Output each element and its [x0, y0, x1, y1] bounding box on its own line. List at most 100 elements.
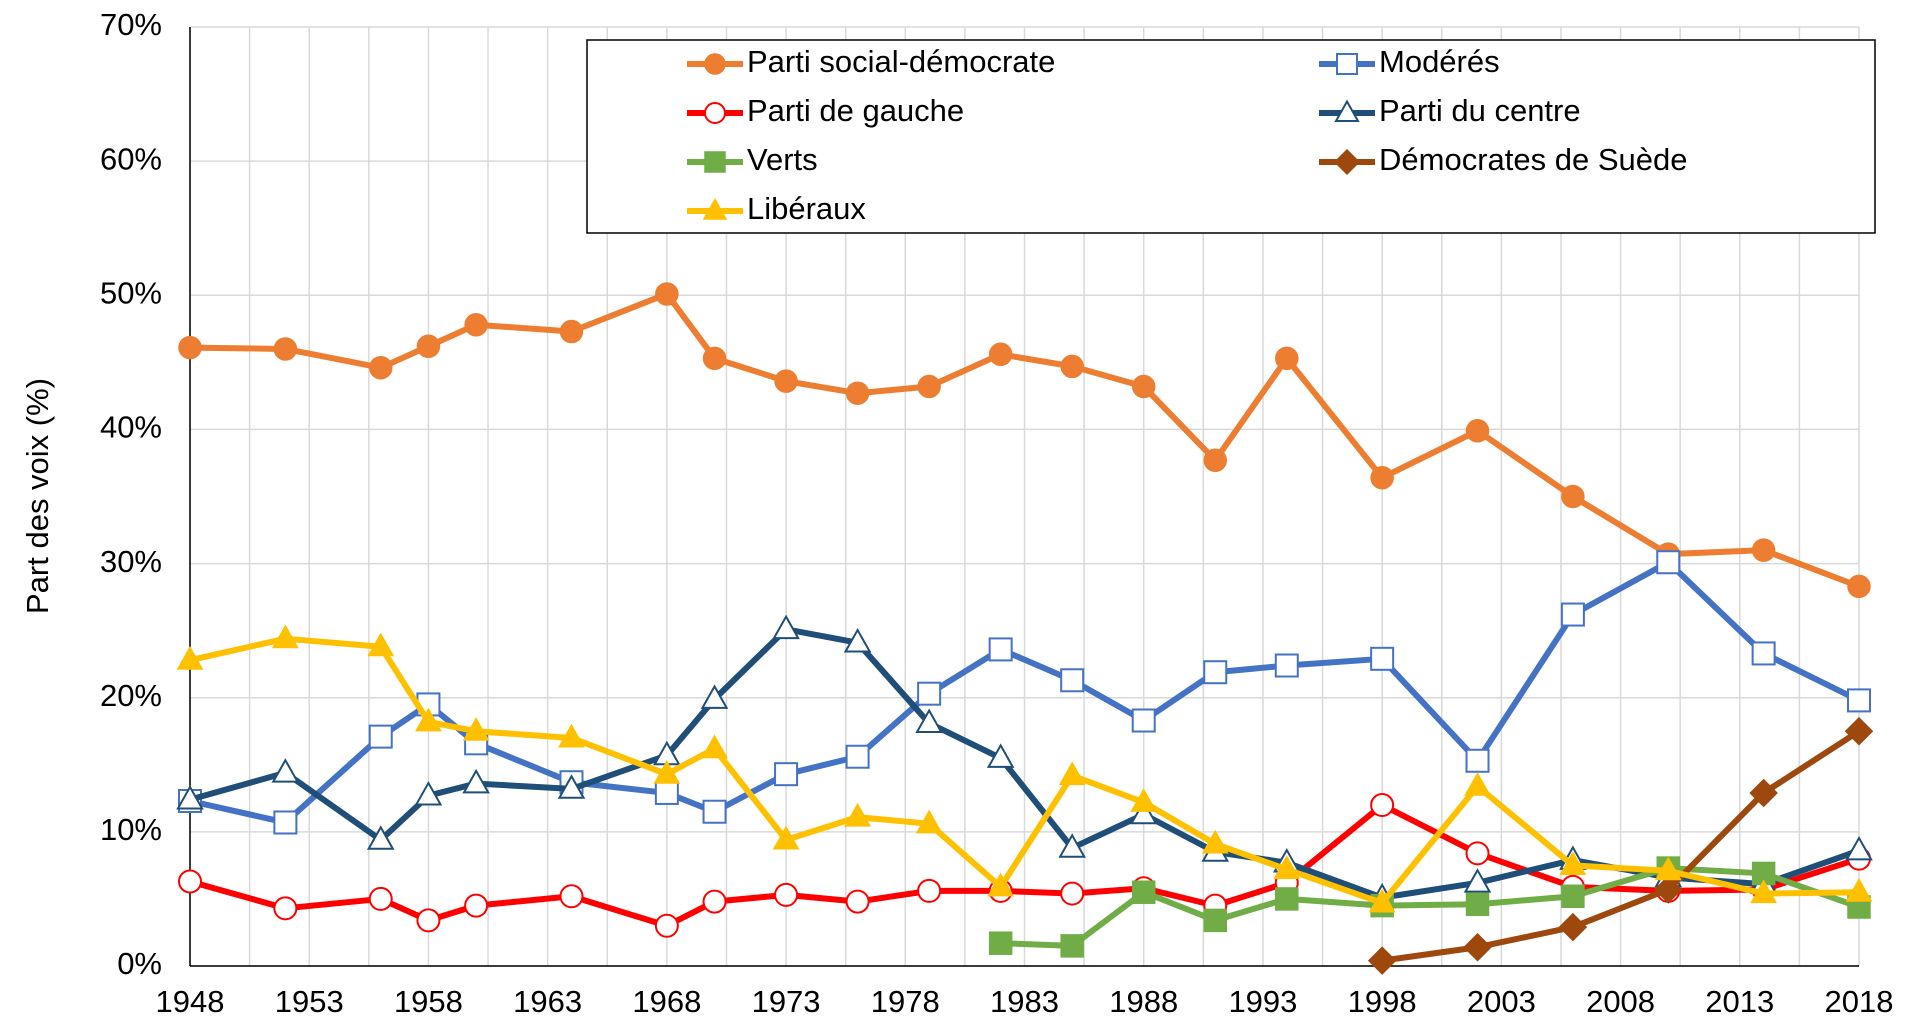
marker	[1203, 908, 1227, 933]
marker	[176, 645, 204, 670]
marker	[273, 896, 298, 921]
marker	[1060, 934, 1084, 958]
marker	[844, 802, 871, 827]
marker	[1750, 879, 1778, 904]
marker	[415, 707, 442, 732]
legend-label: Parti du centre	[1379, 93, 1581, 128]
marker	[1060, 668, 1085, 693]
marker	[1463, 932, 1492, 962]
marker	[915, 809, 943, 834]
marker	[271, 624, 299, 649]
marker	[1465, 841, 1490, 866]
marker	[915, 708, 943, 734]
marker	[704, 151, 726, 173]
marker	[462, 717, 490, 741]
marker	[1370, 646, 1395, 671]
marker	[702, 346, 727, 371]
series-line	[189, 290, 1861, 590]
x-tick-label: 2003	[1467, 984, 1536, 1019]
x-tick-label: 1973	[752, 984, 821, 1019]
marker	[702, 197, 728, 220]
marker	[1464, 772, 1491, 796]
marker	[1368, 888, 1396, 913]
marker	[1558, 912, 1588, 942]
marker	[176, 784, 204, 810]
marker	[1367, 946, 1397, 975]
marker	[1749, 778, 1778, 808]
marker	[559, 884, 584, 909]
series	[988, 856, 1871, 958]
x-tick-label: 2018	[1825, 984, 1894, 1019]
legend-label: Libéraux	[747, 191, 866, 226]
marker	[987, 872, 1015, 897]
marker	[1561, 884, 1585, 908]
marker	[1203, 660, 1228, 685]
marker	[1275, 887, 1299, 911]
marker	[988, 637, 1013, 662]
series-line	[189, 626, 1860, 901]
marker	[653, 759, 681, 784]
series	[1367, 716, 1874, 975]
y-tick-label: 30%	[100, 544, 162, 579]
marker	[988, 342, 1013, 367]
series	[178, 282, 1871, 599]
legend-label: Modérés	[1379, 44, 1500, 79]
marker	[1130, 788, 1158, 812]
marker	[416, 334, 441, 359]
x-tick-label: 1978	[871, 984, 940, 1019]
marker	[1058, 833, 1086, 858]
marker	[843, 628, 872, 653]
marker	[368, 886, 393, 911]
marker	[845, 744, 870, 769]
marker	[273, 337, 298, 361]
marker	[1847, 688, 1871, 713]
marker	[559, 319, 584, 344]
marker	[986, 743, 1015, 768]
marker	[368, 724, 393, 749]
marker	[178, 869, 202, 894]
marker	[654, 780, 679, 805]
y-tick-label: 50%	[100, 275, 162, 310]
marker	[1654, 856, 1682, 881]
marker	[464, 893, 489, 918]
series-line	[189, 635, 1860, 906]
marker	[557, 774, 586, 799]
marker	[462, 768, 490, 794]
marker	[1275, 346, 1299, 371]
marker	[1370, 793, 1395, 818]
marker	[273, 810, 298, 835]
x-tick-label: 2008	[1586, 984, 1655, 1019]
marker	[366, 825, 395, 850]
x-tick-label: 1988	[1109, 984, 1178, 1019]
x-tick-label: 1958	[394, 984, 463, 1019]
marker	[1847, 574, 1871, 599]
marker	[178, 335, 202, 360]
marker	[772, 614, 800, 640]
y-tick-label: 60%	[100, 141, 162, 176]
x-tick-label: 1993	[1228, 984, 1297, 1019]
x-tick-label: 1983	[990, 984, 1059, 1019]
marker	[1845, 878, 1873, 902]
x-tick-label: 1998	[1348, 984, 1417, 1019]
marker	[917, 878, 942, 903]
x-tick-label: 2013	[1705, 984, 1774, 1019]
marker	[917, 681, 942, 706]
x-tick-label: 1953	[275, 984, 344, 1019]
marker	[1060, 354, 1084, 379]
marker	[1751, 641, 1776, 666]
x-tick-label: 1968	[632, 984, 701, 1019]
marker	[1131, 880, 1156, 904]
y-tick-label: 40%	[100, 410, 162, 445]
marker	[700, 684, 729, 709]
marker	[774, 882, 799, 907]
marker	[1463, 868, 1492, 893]
marker	[704, 53, 726, 75]
marker	[368, 355, 393, 380]
marker	[1560, 602, 1585, 627]
x-tick-label: 1948	[156, 984, 225, 1019]
y-axis-label: Part des voix (%)	[20, 378, 55, 614]
marker	[414, 780, 443, 806]
marker	[1465, 419, 1490, 443]
legend-label: Parti de gauche	[747, 93, 964, 128]
y-tick-label: 10%	[100, 812, 162, 847]
